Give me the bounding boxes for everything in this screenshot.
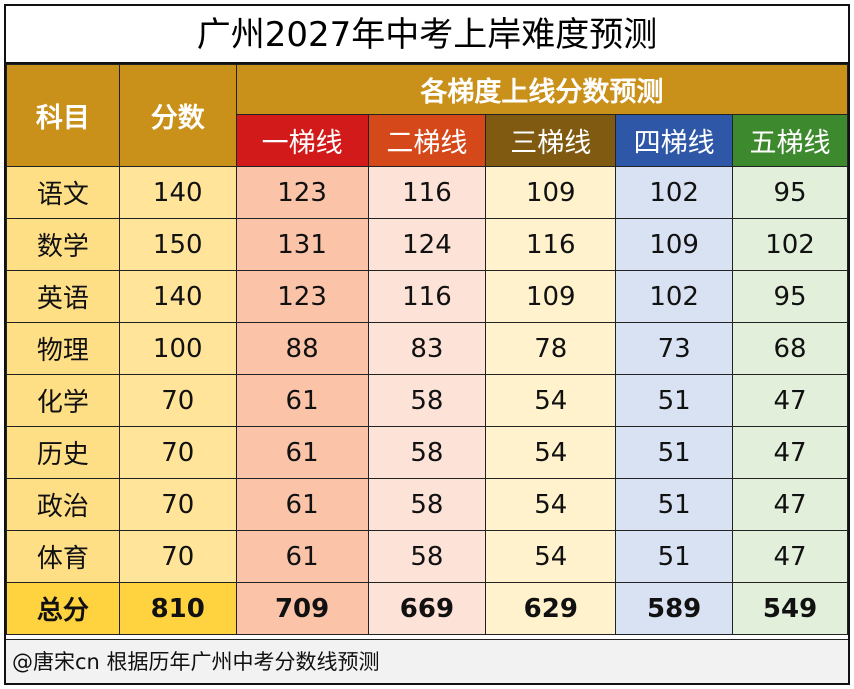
tier1-cell: 61 bbox=[235, 426, 369, 479]
tier2-cell: 83 bbox=[367, 322, 487, 375]
score-table: 科目 分数 各梯度上线分数预测 一梯线 二梯线 三梯线 四梯线 五梯线 语文 1… bbox=[6, 64, 849, 635]
tier4-cell: 51 bbox=[615, 478, 734, 531]
header-tier-4: 四梯线 bbox=[615, 114, 734, 167]
tier1-cell: 88 bbox=[235, 322, 369, 375]
tier2-cell: 116 bbox=[367, 270, 487, 323]
subject-cell: 政治 bbox=[6, 478, 120, 531]
tier4-cell: 109 bbox=[615, 218, 734, 271]
header-tier-1: 一梯线 bbox=[235, 114, 369, 167]
tier2-cell: 124 bbox=[367, 218, 487, 271]
full-score-cell: 150 bbox=[118, 218, 237, 271]
total-tier3-cell: 629 bbox=[485, 582, 617, 635]
subject-cell: 语文 bbox=[6, 166, 120, 219]
tier5-cell: 95 bbox=[732, 166, 848, 219]
total-row: 总分 810 709 669 629 589 549 bbox=[6, 582, 848, 635]
tier1-cell: 61 bbox=[235, 478, 369, 531]
tier1-cell: 61 bbox=[235, 530, 369, 583]
page-title: 广州2027年中考上岸难度预测 bbox=[6, 6, 848, 64]
subject-cell: 化学 bbox=[6, 374, 120, 427]
tier2-cell: 58 bbox=[367, 530, 487, 583]
header-full-score: 分数 bbox=[118, 64, 237, 167]
tier3-cell: 109 bbox=[485, 270, 617, 323]
total-tier5-cell: 549 bbox=[732, 582, 848, 635]
total-tier1-cell: 709 bbox=[235, 582, 369, 635]
subject-cell: 体育 bbox=[6, 530, 120, 583]
tier3-cell: 109 bbox=[485, 166, 617, 219]
table-row: 历史 70 61 58 54 51 47 bbox=[6, 426, 848, 479]
tier3-cell: 54 bbox=[485, 530, 617, 583]
table-row: 物理 100 88 83 78 73 68 bbox=[6, 322, 848, 375]
header-tier-5: 五梯线 bbox=[732, 114, 848, 167]
tier5-cell: 95 bbox=[732, 270, 848, 323]
tier3-cell: 54 bbox=[485, 426, 617, 479]
table-row: 英语 140 123 116 109 102 95 bbox=[6, 270, 848, 323]
subject-cell: 物理 bbox=[6, 322, 120, 375]
tier4-cell: 51 bbox=[615, 374, 734, 427]
table-row: 语文 140 123 116 109 102 95 bbox=[6, 166, 848, 219]
total-tier2-cell: 669 bbox=[367, 582, 487, 635]
header-tier-3: 三梯线 bbox=[485, 114, 617, 167]
tier4-cell: 51 bbox=[615, 530, 734, 583]
total-tier4-cell: 589 bbox=[615, 582, 734, 635]
source-footer: @唐宋cn 根据历年广州中考分数线预测 bbox=[6, 639, 848, 683]
full-score-cell: 70 bbox=[118, 530, 237, 583]
tier2-cell: 58 bbox=[367, 426, 487, 479]
table-row: 政治 70 61 58 54 51 47 bbox=[6, 478, 848, 531]
tier4-cell: 102 bbox=[615, 166, 734, 219]
tier1-cell: 123 bbox=[235, 166, 369, 219]
total-label-cell: 总分 bbox=[6, 582, 120, 635]
tier5-cell: 47 bbox=[732, 530, 848, 583]
full-score-cell: 70 bbox=[118, 478, 237, 531]
header-tier-2: 二梯线 bbox=[367, 114, 487, 167]
tier4-cell: 73 bbox=[615, 322, 734, 375]
tier4-cell: 51 bbox=[615, 426, 734, 479]
tier1-cell: 123 bbox=[235, 270, 369, 323]
tier4-cell: 102 bbox=[615, 270, 734, 323]
tier5-cell: 102 bbox=[732, 218, 848, 271]
tier5-cell: 47 bbox=[732, 374, 848, 427]
subject-cell: 历史 bbox=[6, 426, 120, 479]
full-score-cell: 140 bbox=[118, 166, 237, 219]
header-subject: 科目 bbox=[6, 64, 120, 167]
full-score-cell: 100 bbox=[118, 322, 237, 375]
tier1-cell: 61 bbox=[235, 374, 369, 427]
tier3-cell: 54 bbox=[485, 374, 617, 427]
tier5-cell: 47 bbox=[732, 426, 848, 479]
table-frame: 广州2027年中考上岸难度预测 科目 分数 各梯度上线分数预测 一梯线 二梯线 … bbox=[4, 4, 850, 685]
table-row: 体育 70 61 58 54 51 47 bbox=[6, 530, 848, 583]
header-tier-group: 各梯度上线分数预测 bbox=[235, 64, 849, 115]
full-score-cell: 70 bbox=[118, 426, 237, 479]
tier2-cell: 116 bbox=[367, 166, 487, 219]
tier2-cell: 58 bbox=[367, 478, 487, 531]
subject-cell: 数学 bbox=[6, 218, 120, 271]
tier5-cell: 68 bbox=[732, 322, 848, 375]
full-score-cell: 70 bbox=[118, 374, 237, 427]
total-full-score-cell: 810 bbox=[118, 582, 237, 635]
tier3-cell: 54 bbox=[485, 478, 617, 531]
tier3-cell: 78 bbox=[485, 322, 617, 375]
subject-cell: 英语 bbox=[6, 270, 120, 323]
table-row: 化学 70 61 58 54 51 47 bbox=[6, 374, 848, 427]
tier3-cell: 116 bbox=[485, 218, 617, 271]
table-row: 数学 150 131 124 116 109 102 bbox=[6, 218, 848, 271]
tier1-cell: 131 bbox=[235, 218, 369, 271]
tier2-cell: 58 bbox=[367, 374, 487, 427]
tier5-cell: 47 bbox=[732, 478, 848, 531]
full-score-cell: 140 bbox=[118, 270, 237, 323]
